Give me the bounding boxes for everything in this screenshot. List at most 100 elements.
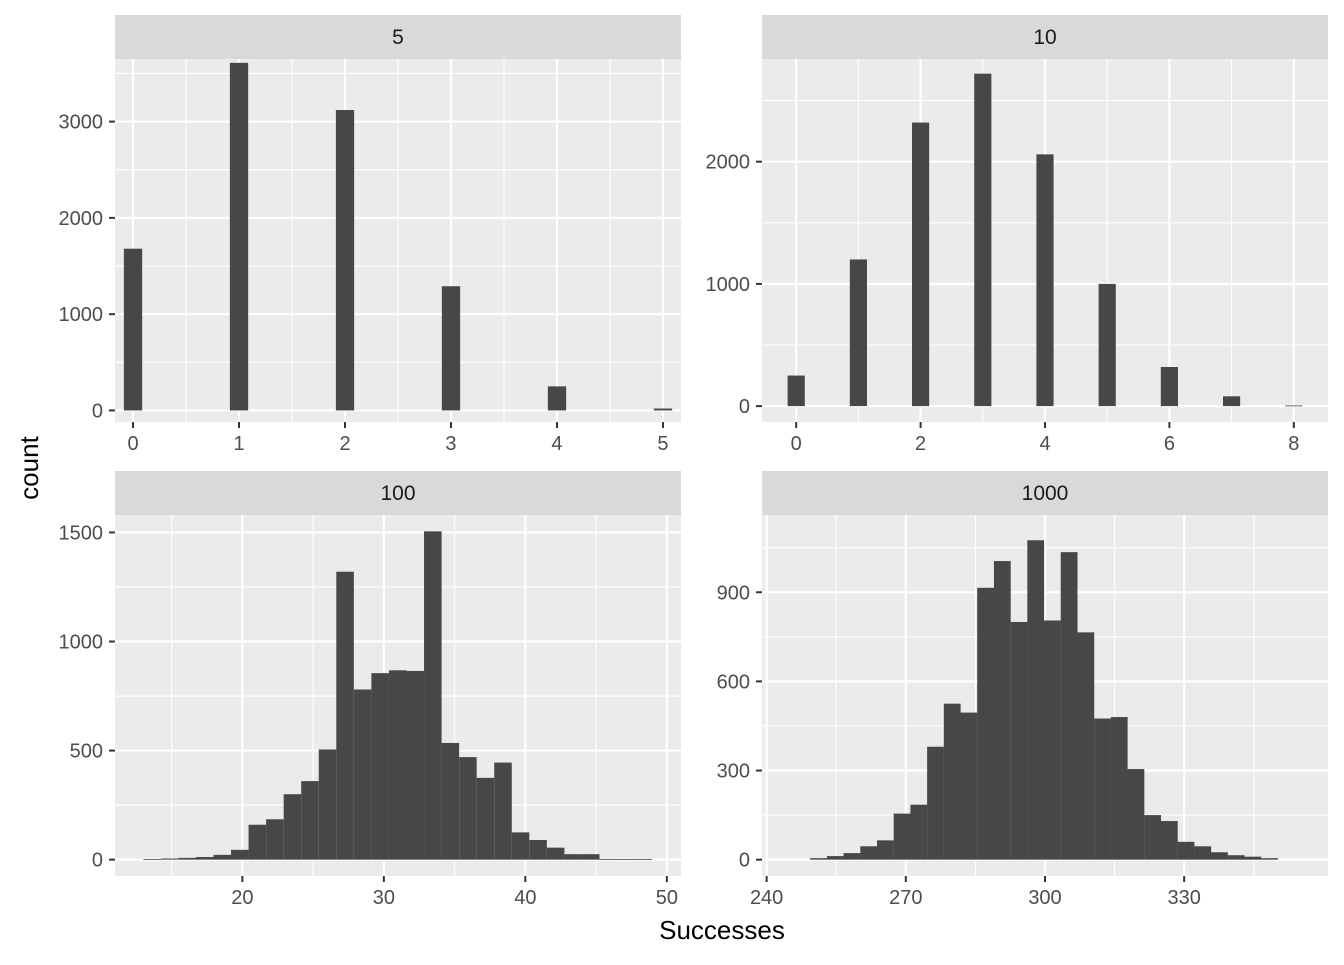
facet-strip (762, 471, 1328, 515)
x-tick-label: 0 (127, 433, 138, 455)
histogram-bar (653, 408, 673, 411)
x-tick-label: 2 (915, 433, 926, 455)
y-tick-label: 300 (717, 761, 750, 783)
histogram-bar (229, 62, 249, 411)
histogram-bar (1036, 154, 1054, 407)
histogram-bar (353, 689, 372, 860)
histogram-bar (1223, 396, 1241, 407)
histogram-bar (231, 849, 249, 860)
facet-strip-label: 1000 (1022, 482, 1069, 505)
facet-panel-1000: 1000 240 270 300 330 0 300 600 900 (717, 471, 1328, 909)
histogram-bar (1227, 855, 1245, 860)
x-tick-label: 1 (233, 433, 244, 455)
facet-strip (115, 471, 681, 515)
x-tick-label: 50 (656, 887, 678, 909)
histogram-bar (993, 561, 1011, 860)
histogram-bar (1144, 815, 1162, 860)
x-tick-label: 3 (445, 433, 456, 455)
histogram-bar (960, 712, 978, 860)
y-tick-label: 1000 (59, 632, 104, 654)
histogram-bar (546, 847, 565, 860)
x-tick-label: 20 (231, 887, 253, 909)
histogram-bar (893, 813, 911, 860)
x-tick-label: 8 (1288, 433, 1299, 455)
facet-panel-5: 5 0 1 2 3 4 5 0 1000 2000 3000 (59, 15, 681, 455)
histogram-bar (564, 854, 582, 860)
histogram-bar (511, 832, 530, 860)
x-tick-label: 2 (339, 433, 350, 455)
histogram-bar (1044, 620, 1061, 860)
histogram-bar (1261, 858, 1278, 860)
facet-strip (762, 15, 1328, 59)
histogram-bar (494, 762, 512, 860)
histogram-bar (371, 673, 389, 860)
histogram-bar (1244, 856, 1262, 860)
histogram-bar (388, 670, 407, 860)
x-tick-label: 4 (1039, 433, 1050, 455)
y-tick-label: 0 (739, 396, 750, 418)
histogram-bar (178, 857, 196, 860)
histogram-bar (318, 749, 337, 860)
histogram-bar (843, 853, 861, 860)
histogram-bar (424, 531, 442, 860)
histogram-bar (1127, 769, 1145, 860)
histogram-bar (248, 824, 267, 860)
histogram-bar (283, 794, 302, 860)
histogram-bar (336, 571, 354, 860)
histogram-bar (977, 587, 995, 860)
histogram-bar (1211, 852, 1228, 860)
x-tick-label: 40 (514, 887, 536, 909)
facet-strip-label: 100 (380, 482, 415, 505)
histogram-bar (547, 386, 567, 411)
histogram-bar (617, 859, 635, 861)
histogram-bar (1177, 841, 1195, 860)
histogram-bar (476, 777, 495, 860)
x-tick-label: 4 (551, 433, 562, 455)
histogram-bar (1098, 283, 1116, 407)
x-tick-label: 6 (1164, 433, 1175, 455)
x-tick-label: 240 (750, 887, 783, 909)
y-tick-label: 900 (717, 582, 750, 604)
histogram-bar (599, 858, 618, 860)
facet-panel-10: 10 0 2 4 6 8 0 1000 2000 (706, 15, 1328, 455)
histogram-bar (335, 110, 355, 411)
histogram-bar (581, 854, 600, 860)
histogram-bar (1077, 632, 1095, 860)
histogram-bar (1094, 718, 1111, 860)
facet-strip-label: 5 (392, 26, 404, 49)
facet-strip-label: 10 (1033, 26, 1056, 49)
histogram-bar (826, 856, 844, 860)
histogram-bar (877, 840, 894, 860)
y-tick-label: 1000 (706, 274, 751, 296)
histogram-bar (195, 857, 214, 860)
y-tick-label: 500 (70, 741, 103, 763)
histogram-bar (1285, 405, 1303, 407)
y-tick-label: 0 (739, 850, 750, 872)
y-tick-label: 1500 (59, 522, 104, 544)
histogram-bar (213, 854, 232, 860)
histogram-bar (266, 819, 284, 860)
histogram-bar (459, 757, 477, 860)
histogram-bar (301, 781, 319, 860)
histogram-bar (849, 259, 867, 407)
histogram-bar (1010, 621, 1028, 860)
y-tick-label: 0 (92, 400, 103, 422)
histogram-bar (1160, 821, 1178, 860)
histogram-bar (1110, 717, 1128, 860)
histogram-bar (143, 859, 161, 861)
x-tick-label: 300 (1028, 887, 1061, 909)
x-tick-label: 30 (373, 887, 395, 909)
x-axis-title: Successes (659, 915, 785, 945)
histogram-bar (910, 804, 928, 860)
x-tick-label: 270 (889, 887, 922, 909)
y-tick-label: 1000 (59, 304, 104, 326)
histogram-bar (634, 858, 653, 860)
histogram-bar (1060, 552, 1078, 860)
y-tick-label: 3000 (59, 112, 104, 134)
histogram-bar (441, 286, 461, 411)
histogram-bar (1160, 367, 1178, 407)
y-tick-label: 0 (92, 850, 103, 872)
histogram-bar (860, 846, 878, 860)
